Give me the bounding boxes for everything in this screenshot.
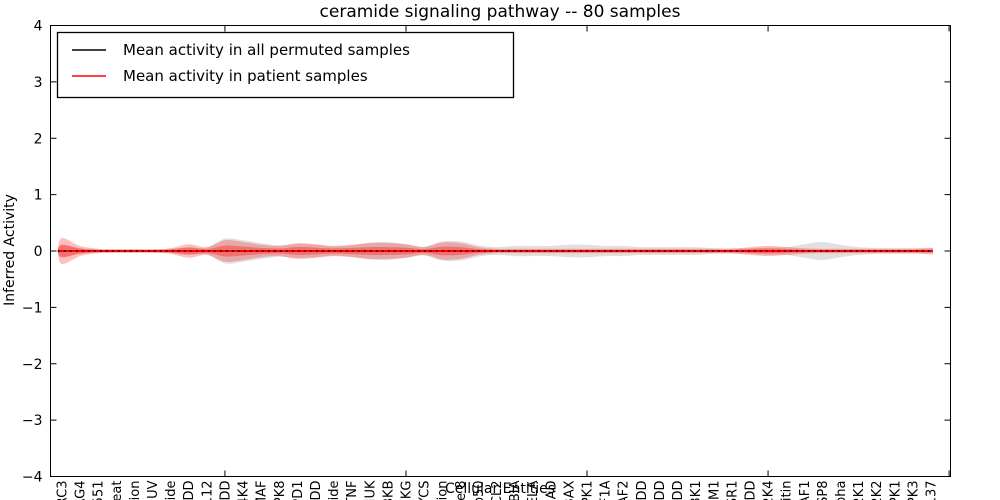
x-tick-label: MADD — [653, 481, 668, 500]
x-tick-label: BAX — [562, 480, 577, 500]
x-tick-label: TNFRSF1A — [599, 480, 614, 500]
x-tick-label: RELA — [526, 480, 541, 500]
x-tick-label: TNF R/SODD — [309, 481, 324, 500]
y-tick-label: −1 — [22, 300, 43, 316]
x-tick-label: TRAF2 — [617, 481, 632, 500]
x-tick-label: RELA/p50 — [472, 481, 487, 500]
x-tick-label: TRADD — [671, 481, 686, 500]
x-tick-label: p50/RELA/I-kappa-B-alpha — [834, 481, 849, 500]
x-tick-label: CHUK — [363, 480, 378, 500]
x-tick-label: MAPK8 — [273, 481, 288, 500]
x-tick-label: TNF — [345, 481, 360, 500]
y-tick-label: −4 — [22, 470, 43, 486]
x-tick-label: response to UV — [146, 480, 161, 500]
x-tick-label: IKBKG — [399, 481, 414, 500]
x-tick-label: CRADD — [635, 481, 650, 500]
x-tick-label: response to radiation — [128, 481, 143, 500]
x-tick-label: MAP2K2 — [870, 481, 885, 500]
x-tick-label: RIPK1 — [581, 481, 596, 500]
x-tick-label: I-kappa-B-alpha/RELA/p50/ubiquitin — [780, 481, 795, 500]
x-tick-label: MAP2K1 — [852, 481, 867, 500]
y-tick-label: −3 — [22, 413, 43, 429]
x-tick-label: FADD — [218, 481, 233, 500]
y-tick-label: 1 — [34, 188, 43, 204]
x-tick-label: IKBKB — [381, 481, 396, 500]
x-tick-label: MAP4K4 — [237, 481, 252, 500]
x-tick-labels: BIRC3BAG4GO:0005551response to heatrespo… — [56, 480, 940, 500]
x-axis-label: Cellular Entities — [445, 481, 555, 497]
y-tick-label: 4 — [34, 19, 43, 35]
x-tick-label: MAP3K1 — [689, 481, 704, 500]
x-tick-label: BCL2 — [490, 481, 505, 500]
chart-title: ceramide signaling pathway -- 80 samples — [320, 2, 681, 22]
x-tick-label: NSMAF — [255, 481, 270, 500]
x-tick-label: EnzymeConsortium:3.1.4.12 — [200, 481, 215, 500]
x-tick-label: TNF/TNF R/TRADD/MADD/cIAP/RIP/TRAF2/RAID… — [182, 481, 197, 500]
x-tick-label: RAF1 — [798, 481, 813, 500]
x-tick-label: CASP8 — [816, 481, 831, 500]
x-tick-label: response to hydrogen peroxide — [164, 481, 179, 500]
x-tick-label: mol:ceramide — [327, 481, 342, 500]
x-tick-label: AIFM1 — [707, 481, 722, 500]
y-tick-label: −2 — [22, 357, 43, 373]
x-tick-label: FADD/Caspase 8 — [454, 480, 469, 500]
x-tick-label: NFKBIA — [508, 480, 523, 500]
y-axis-label: Inferred Activity — [2, 194, 18, 306]
x-tick-label: MAPK1 — [888, 481, 903, 500]
x-tick-label: TNF/TNF R/SODD — [743, 481, 758, 500]
x-tick-label: response to heat — [110, 481, 125, 500]
x-tick-label: CYCS — [418, 481, 433, 500]
legend-box — [56, 31, 515, 99]
y-tick-label: 2 — [34, 131, 43, 147]
y-tick-labels: 4 3 2 1 0 −1 −2 −3 −4 — [22, 19, 43, 486]
ticks-layer — [50, 25, 951, 477]
legend: Mean activity in all permuted samples Me… — [56, 31, 515, 99]
x-tick-label: EnzymeConsortium:2.7.1.37 — [925, 481, 940, 500]
y-tick-label: 0 — [34, 244, 43, 260]
x-tick-label: BAG4 — [74, 481, 89, 500]
y-tick-label: 3 — [34, 75, 43, 91]
x-tick-label: protein ubiquitination — [436, 481, 451, 500]
x-tick-label: BIRC3 — [56, 481, 71, 500]
x-tick-label: MAPK3 — [906, 481, 921, 500]
x-tick-label: MAP2K4 — [762, 481, 777, 500]
x-tick-label: BAD — [544, 481, 559, 500]
x-tick-label: KSR1 — [725, 481, 740, 500]
x-tick-label: SMPD1 — [291, 481, 306, 500]
legend-label-permuted-samples: Mean activity in all permuted samples — [123, 41, 410, 59]
legend-label-patient-samples: Mean activity in patient samples — [123, 67, 368, 85]
x-tick-label: GO:0005551 — [92, 481, 107, 500]
